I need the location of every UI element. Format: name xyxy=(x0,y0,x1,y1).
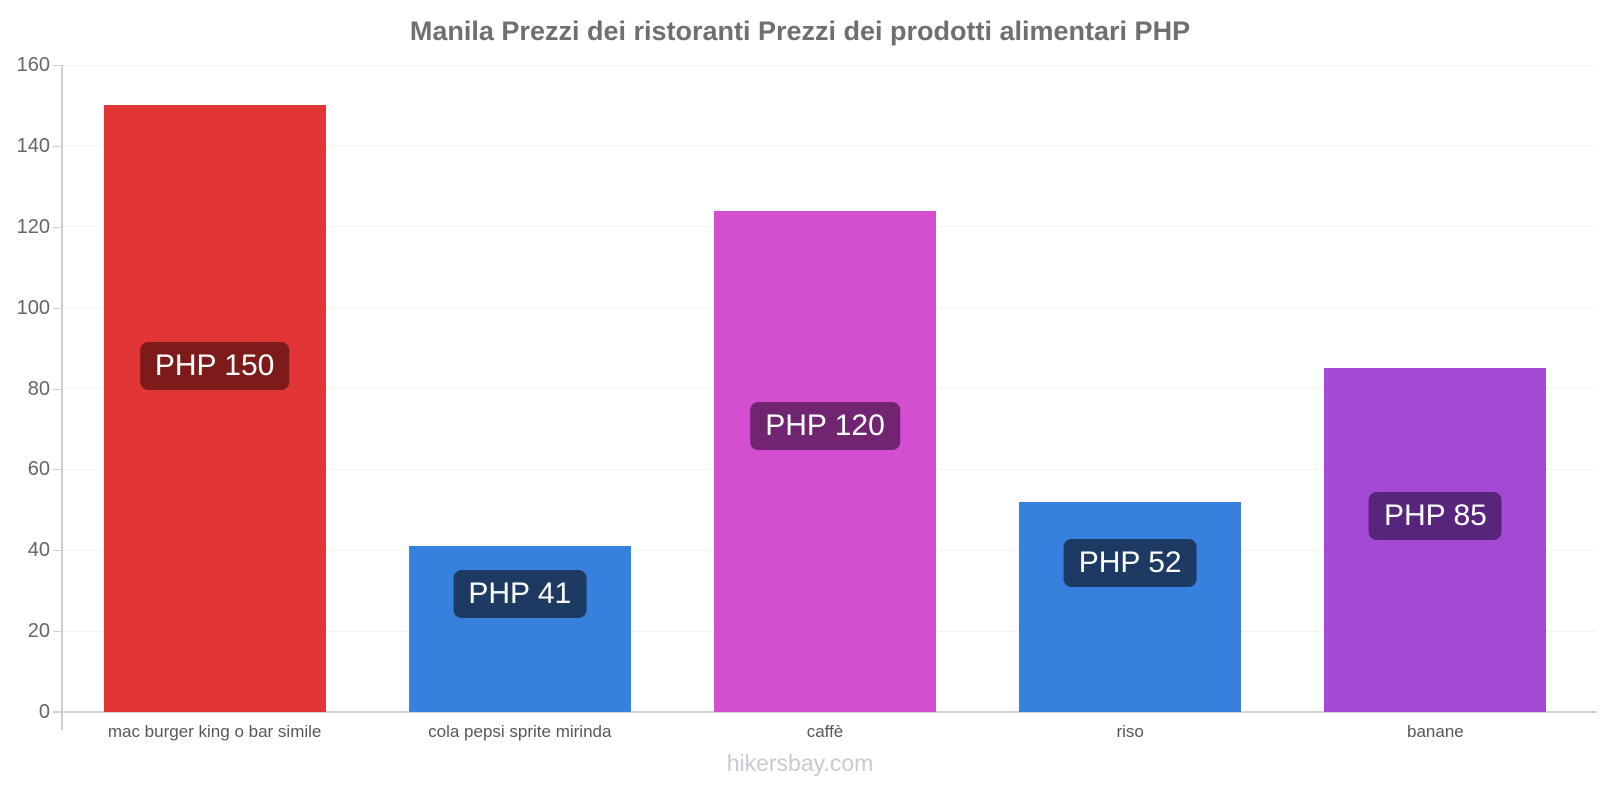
bar[interactable]: PHP 150 xyxy=(103,105,326,712)
y-axis-tick-label: 0 xyxy=(38,701,50,723)
y-axis-tick xyxy=(53,307,61,309)
y-axis-tick-label: 60 xyxy=(27,458,50,481)
bar[interactable]: PHP 120 xyxy=(714,210,936,712)
category-label: cola pepsi sprite mirinda xyxy=(428,722,612,741)
value-label: PHP 52 xyxy=(1063,538,1197,587)
y-axis-tick-label: 40 xyxy=(27,539,50,562)
y-axis-tick xyxy=(53,388,61,390)
y-axis-tick xyxy=(53,631,61,633)
gridline xyxy=(62,64,1597,66)
bar[interactable]: PHP 52 xyxy=(1019,501,1242,712)
y-axis-tick-label: 80 xyxy=(27,377,50,400)
y-axis-tick xyxy=(53,145,61,147)
category-label: banane xyxy=(1407,722,1464,741)
y-axis-tick-label: 100 xyxy=(16,296,50,319)
value-label: PHP 150 xyxy=(139,342,290,391)
y-axis-tick xyxy=(53,65,61,66)
y-axis-tick xyxy=(53,226,61,228)
y-axis-tick-label: 160 xyxy=(16,54,50,76)
watermark-hikersbay: hikersbay.com xyxy=(726,750,874,776)
x-axis-line xyxy=(53,711,1597,713)
y-axis-tick-label: 140 xyxy=(16,134,50,157)
value-label: PHP 120 xyxy=(750,402,900,451)
category-label: mac burger king o bar simile xyxy=(107,722,322,741)
y-axis-tick xyxy=(53,550,61,552)
value-label: PHP 85 xyxy=(1368,492,1502,541)
y-axis-line xyxy=(61,65,63,730)
y-axis-tick-label: 120 xyxy=(16,215,50,238)
bar[interactable]: PHP 41 xyxy=(408,546,631,712)
y-axis-tick xyxy=(53,469,61,471)
gridline xyxy=(62,145,1597,147)
bar[interactable]: PHP 85 xyxy=(1324,368,1547,712)
category-label: caffè xyxy=(806,722,844,741)
chart-title: Manila Prezzi dei ristoranti Prezzi dei … xyxy=(409,16,1191,46)
category-label: riso xyxy=(1116,722,1144,741)
y-axis-tick-label: 20 xyxy=(27,620,50,643)
value-label: PHP 41 xyxy=(453,570,587,619)
